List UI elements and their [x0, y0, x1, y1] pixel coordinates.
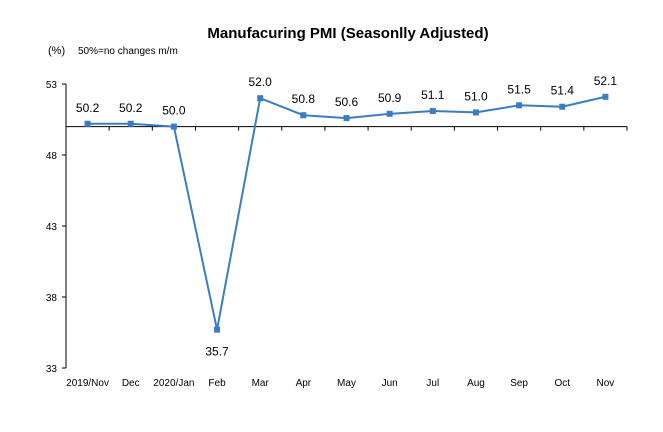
y-tick-labels: 33 38 43 48 53	[46, 80, 58, 375]
x-tick-label: May	[337, 378, 356, 389]
x-tick-label: 2019/Nov	[66, 378, 109, 389]
axes	[62, 83, 628, 369]
series-polyline	[87, 95, 606, 331]
x-tick-label: Nov	[597, 378, 615, 389]
y-tick-label: 33	[46, 364, 58, 375]
data-label: 35.7	[205, 345, 229, 359]
data-point-marker	[429, 107, 436, 114]
data-label: 51.5	[507, 82, 531, 96]
x-tick-label: Aug	[467, 378, 485, 389]
x-tick-label: Mar	[252, 378, 270, 389]
data-point-marker	[84, 120, 91, 127]
x-tick-label: Feb	[208, 378, 226, 389]
x-tick-label: Dec	[122, 378, 140, 389]
data-label: 51.4	[551, 84, 575, 98]
x-tick-label: Sep	[510, 378, 528, 389]
y-tick-label: 38	[46, 293, 58, 304]
x-tick-label: Oct	[554, 378, 570, 389]
data-point-marker	[127, 120, 134, 127]
data-point-marker	[472, 109, 479, 116]
data-label: 52.0	[249, 75, 273, 89]
y-axis-unit: (%)	[48, 45, 65, 57]
data-point-marker	[386, 110, 393, 117]
data-label: 52.1	[594, 74, 618, 88]
data-label: 50.2	[76, 101, 100, 115]
data-point-marker	[516, 102, 523, 109]
data-label: 50.6	[335, 95, 359, 109]
data-label: 51.0	[464, 89, 488, 103]
data-point-marker	[300, 112, 307, 119]
chart-note: 50%=no changes m/m	[78, 46, 178, 57]
data-label: 51.1	[421, 88, 445, 102]
data-point-marker	[559, 103, 566, 110]
data-label: 50.0	[162, 104, 186, 118]
y-tick-label: 53	[46, 80, 58, 91]
data-label: 50.9	[378, 91, 402, 105]
x-tick-labels: 2019/Nov Dec 2020/Jan Feb Mar Apr May Jun Jul Aug…	[66, 378, 614, 389]
y-tick-label: 48	[46, 151, 58, 162]
data-labels: 50.2 50.2 50.0 35.7 52.0 50.8 50.6 50.9 51.1 51.0…	[76, 74, 618, 359]
data-point-marker	[602, 93, 609, 100]
x-tick-label: Jul	[426, 378, 439, 389]
x-tick-label: Jun	[382, 378, 398, 389]
data-point-marker	[214, 326, 221, 333]
y-tick-label: 43	[46, 222, 58, 233]
data-label: 50.8	[292, 92, 316, 106]
data-point-marker	[257, 95, 264, 102]
data-point-marker	[343, 115, 350, 122]
x-tick-label: 2020/Jan	[153, 378, 194, 389]
data-label: 50.2	[119, 101, 143, 115]
x-tick-label: Apr	[296, 378, 312, 389]
series-line	[84, 93, 609, 333]
data-point-marker	[170, 123, 177, 130]
chart-title: Manufacuring PMI (Seasonlly Adjusted)	[207, 25, 488, 42]
